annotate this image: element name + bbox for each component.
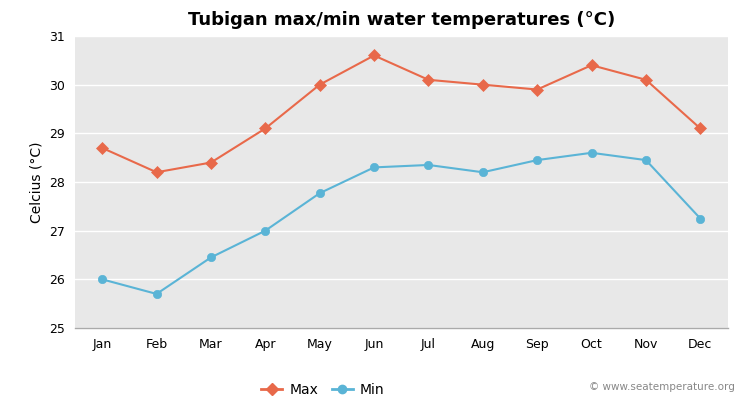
Max bbox=[98, 146, 106, 150]
Title: Tubigan max/min water temperatures (°C): Tubigan max/min water temperatures (°C) bbox=[188, 11, 615, 29]
Min bbox=[424, 162, 433, 167]
Max bbox=[315, 82, 324, 87]
Line: Min: Min bbox=[98, 149, 704, 298]
Min bbox=[587, 150, 596, 155]
Max bbox=[641, 77, 650, 82]
Line: Max: Max bbox=[98, 51, 704, 176]
Min bbox=[370, 165, 379, 170]
Max bbox=[261, 126, 270, 131]
Min bbox=[98, 277, 106, 282]
Min bbox=[532, 158, 542, 162]
Max bbox=[370, 53, 379, 58]
Min bbox=[641, 158, 650, 162]
Max bbox=[478, 82, 488, 87]
Max bbox=[532, 87, 542, 92]
Min bbox=[152, 292, 161, 296]
Max bbox=[152, 170, 161, 175]
Min bbox=[315, 191, 324, 196]
Max bbox=[587, 63, 596, 68]
Text: © www.seatemperature.org: © www.seatemperature.org bbox=[590, 382, 735, 392]
Min bbox=[206, 255, 215, 260]
Min bbox=[696, 216, 705, 221]
Max bbox=[206, 160, 215, 165]
Y-axis label: Celcius (°C): Celcius (°C) bbox=[30, 141, 44, 223]
Max bbox=[424, 77, 433, 82]
Min bbox=[478, 170, 488, 175]
Max bbox=[696, 126, 705, 131]
Legend: Max, Min: Max, Min bbox=[256, 378, 390, 400]
Min bbox=[261, 228, 270, 233]
